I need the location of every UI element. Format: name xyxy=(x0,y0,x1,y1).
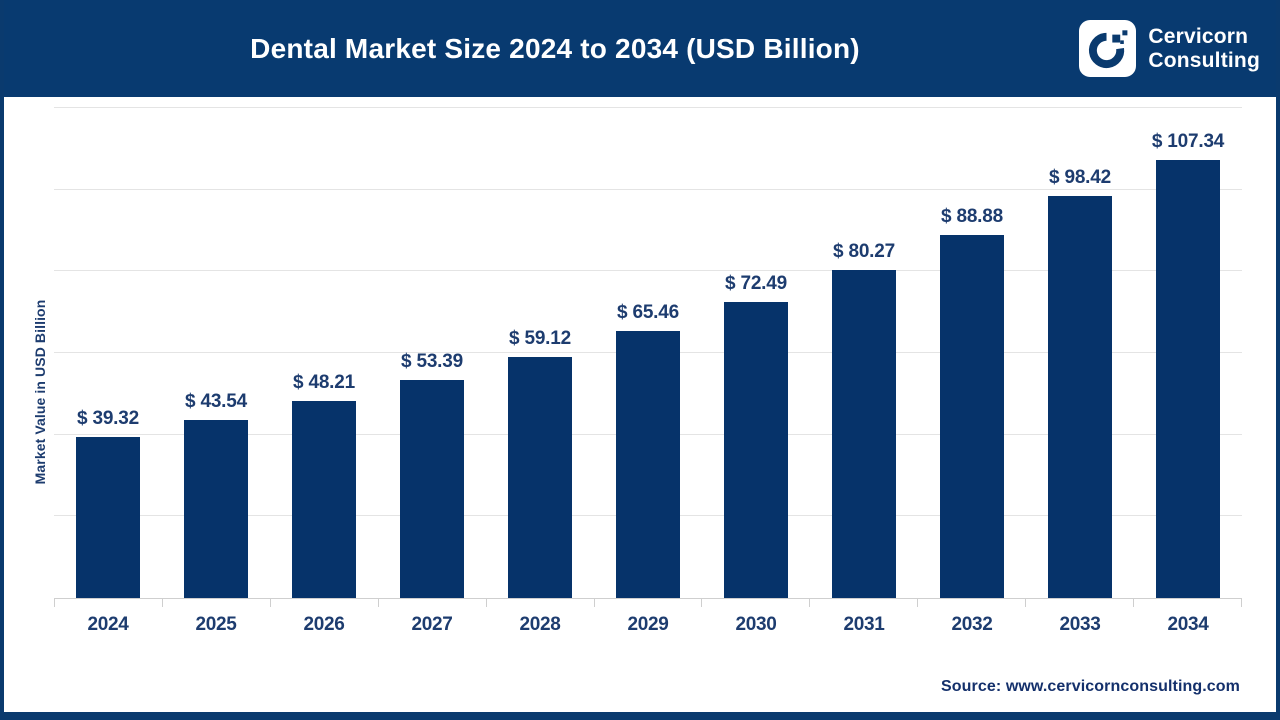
bar-column: $ 53.39 xyxy=(378,108,486,598)
bar xyxy=(508,356,572,598)
bar-value-label: $ 65.46 xyxy=(617,301,679,323)
bar-value-label: $ 59.12 xyxy=(509,327,571,349)
x-axis-label: 2031 xyxy=(843,614,885,635)
x-axis-tick xyxy=(161,598,270,607)
bar-column: $ 80.27 xyxy=(810,108,918,598)
bar xyxy=(724,302,788,598)
logo-c-glyph xyxy=(1088,29,1128,68)
x-axis-tick xyxy=(593,598,702,607)
bar xyxy=(292,401,356,598)
gridline xyxy=(54,107,1242,108)
bar xyxy=(940,235,1004,598)
source-attribution: Source: www.cervicornconsulting.com xyxy=(941,678,1240,695)
x-axis-line xyxy=(54,598,1242,599)
x-axis-ticks xyxy=(54,598,1242,607)
bar-column: $ 88.88 xyxy=(918,108,1026,598)
x-axis-label: 2025 xyxy=(195,614,237,635)
bar xyxy=(1048,196,1112,598)
bar-value-label: $ 88.88 xyxy=(941,206,1003,228)
brand-name-line1: Cervicorn xyxy=(1148,25,1249,49)
bar-value-label: $ 72.49 xyxy=(725,273,787,294)
x-axis-label: 2026 xyxy=(303,614,345,635)
bar-value-label: $ 48.21 xyxy=(293,372,355,394)
x-axis-tick xyxy=(1133,598,1242,607)
x-axis-tick xyxy=(1025,598,1133,607)
gridline xyxy=(54,188,1242,190)
bar-column: $ 48.21 xyxy=(270,108,378,598)
x-axis-tick xyxy=(269,598,378,607)
x-axis-labels: 2024 2025 2026 2027 2028 2029 2030 2031 2032 2033… xyxy=(54,614,1242,636)
bar-value-label: $ 53.39 xyxy=(401,351,463,372)
bar xyxy=(832,270,896,598)
x-axis-label: 2024 xyxy=(87,614,129,635)
bar-column: $ 65.46 xyxy=(594,108,702,598)
bar-value-label: $ 39.32 xyxy=(77,408,139,430)
x-axis-label: 2033 xyxy=(1059,614,1101,635)
x-axis-label: 2034 xyxy=(1167,614,1209,635)
cervicorn-c-logo-icon xyxy=(1079,20,1137,77)
bar-column: $ 59.12 xyxy=(486,108,594,598)
bar-value-label: $ 98.42 xyxy=(1049,167,1111,189)
x-axis-tick xyxy=(701,598,809,607)
gridline xyxy=(54,270,1242,272)
x-axis-tick xyxy=(809,598,917,607)
x-axis-label: 2027 xyxy=(411,614,453,635)
brand-name: Cervicorn Consulting xyxy=(1148,25,1260,71)
bar-column: $ 107.34 xyxy=(1134,108,1242,598)
bar xyxy=(1156,159,1220,598)
x-axis-label: 2030 xyxy=(735,614,777,635)
x-axis-label: 2032 xyxy=(951,614,993,635)
bar xyxy=(76,437,140,598)
bar-value-label: $ 107.34 xyxy=(1151,130,1225,152)
bar-column: $ 39.32 xyxy=(54,108,162,598)
x-axis-label: 2028 xyxy=(519,614,561,635)
chart-title: Dental Market Size 2024 to 2034 (USD Bil… xyxy=(250,32,860,64)
bar-column: $ 72.49 xyxy=(702,108,810,598)
x-axis-tick xyxy=(54,598,162,607)
bar-column: $ 43.54 xyxy=(162,108,270,598)
x-axis-label: 2029 xyxy=(627,614,669,635)
brand-name-line2: Consulting xyxy=(1148,48,1260,72)
x-axis-tick xyxy=(377,598,486,607)
bars-row: $ 39.32 $ 43.54 $ 48.21 $ 53.39 $ 59.12 $ 65.… xyxy=(54,108,1242,598)
header-band: Dental Market Size 2024 to 2034 (USD Bil… xyxy=(4,0,1276,97)
bar xyxy=(400,380,464,598)
brand-logo: Cervicorn Consulting xyxy=(1079,20,1260,77)
x-axis-tick xyxy=(917,598,1025,607)
bar-value-label: $ 80.27 xyxy=(833,241,895,263)
bar-column: $ 98.42 xyxy=(1026,108,1134,598)
bar-value-label: $ 43.54 xyxy=(185,391,247,413)
plot-area: $ 39.32 $ 43.54 $ 48.21 $ 53.39 $ 59.12 $ 65.… xyxy=(54,107,1242,599)
bar xyxy=(184,420,248,598)
x-axis-tick xyxy=(485,598,594,607)
y-axis-title: Market Value in USD Billion xyxy=(32,299,48,485)
bar xyxy=(616,330,680,598)
